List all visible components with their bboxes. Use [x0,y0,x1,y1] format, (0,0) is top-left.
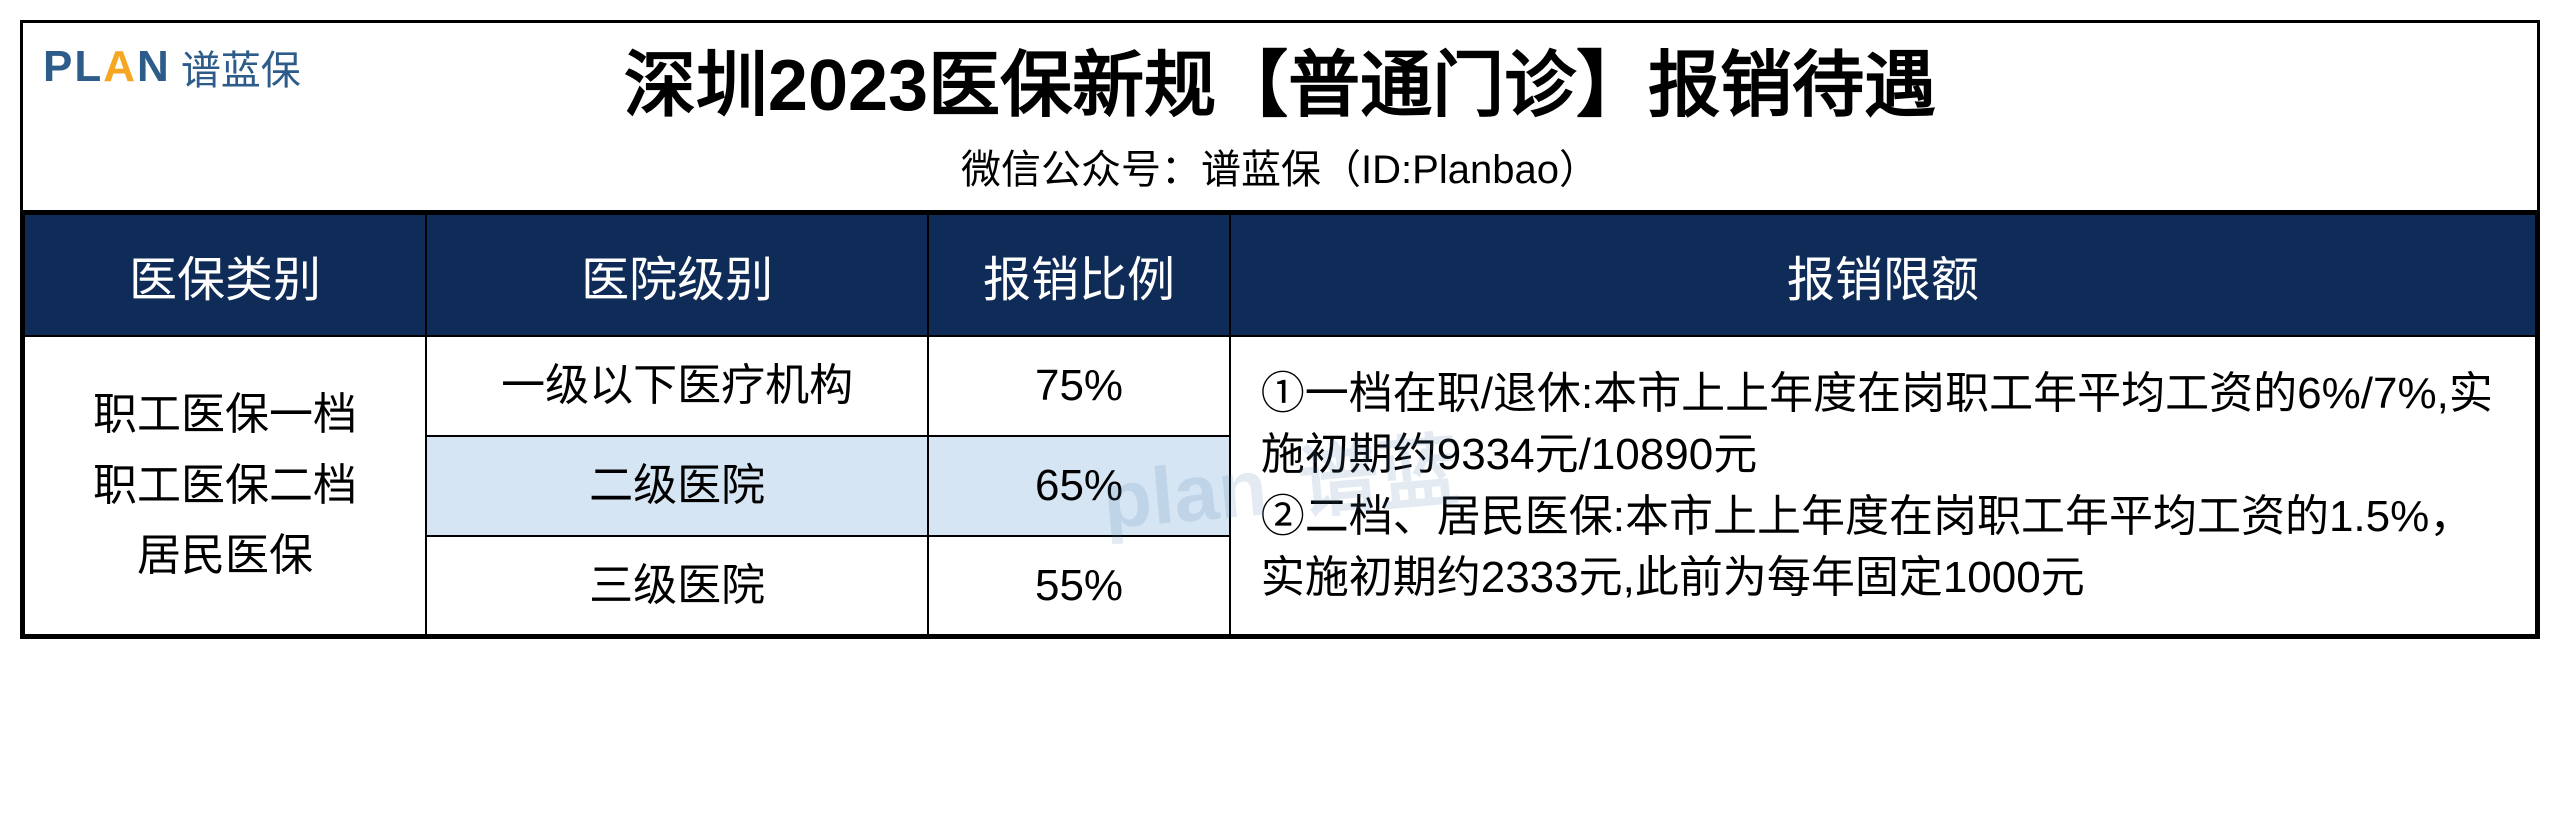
brand-logo: PLAN 谱蓝保 [43,38,301,96]
col-header-category: 医保类别 [24,214,426,336]
page-subtitle: 微信公众号：谱蓝保（ID:Planbao） [33,137,2527,195]
col-header-hospital-level: 医院级别 [426,214,928,336]
cell-ratio: 75% [928,336,1229,436]
table-container: PLAN 谱蓝保 深圳2023医保新规【普通门诊】报销待遇 微信公众号：谱蓝保（… [20,20,2540,639]
cell-limit-merged: ①一档在职/退休:本市上上年度在岗职工年平均工资的6%/7%,实施初期约9334… [1230,336,2536,635]
col-header-ratio: 报销比例 [928,214,1229,336]
col-header-limit: 报销限额 [1230,214,2536,336]
reimbursement-table: 医保类别 医院级别 报销比例 报销限额 职工医保一档 职工医保二档 居民医保 一… [23,213,2537,636]
page-title: 深圳2023医保新规【普通门诊】报销待遇 [33,43,2527,129]
category-line: 居民医保 [45,521,405,591]
logo-cn-text: 谱蓝保 [181,38,301,96]
limit-line: ②二档、居民医保:本市上上年度在岗职工年平均工资的1.5%，实施初期约2333元… [1261,486,2515,609]
logo-en-text: PLAN [43,42,171,92]
cell-ratio: 55% [928,536,1229,636]
cell-category-merged: 职工医保一档 职工医保二档 居民医保 [24,336,426,635]
title-section: PLAN 谱蓝保 深圳2023医保新规【普通门诊】报销待遇 微信公众号：谱蓝保（… [23,23,2537,213]
category-line: 职工医保二档 [45,451,405,521]
table-header-row: 医保类别 医院级别 报销比例 报销限额 [24,214,2536,336]
cell-hospital-level: 二级医院 [426,436,928,536]
category-line: 职工医保一档 [45,380,405,450]
cell-hospital-level: 三级医院 [426,536,928,636]
limit-line: ①一档在职/退休:本市上上年度在岗职工年平均工资的6%/7%,实施初期约9334… [1261,363,2515,486]
cell-ratio: 65% [928,436,1229,536]
table-row: 职工医保一档 职工医保二档 居民医保 一级以下医疗机构 75% ①一档在职/退休… [24,336,2536,436]
cell-hospital-level: 一级以下医疗机构 [426,336,928,436]
